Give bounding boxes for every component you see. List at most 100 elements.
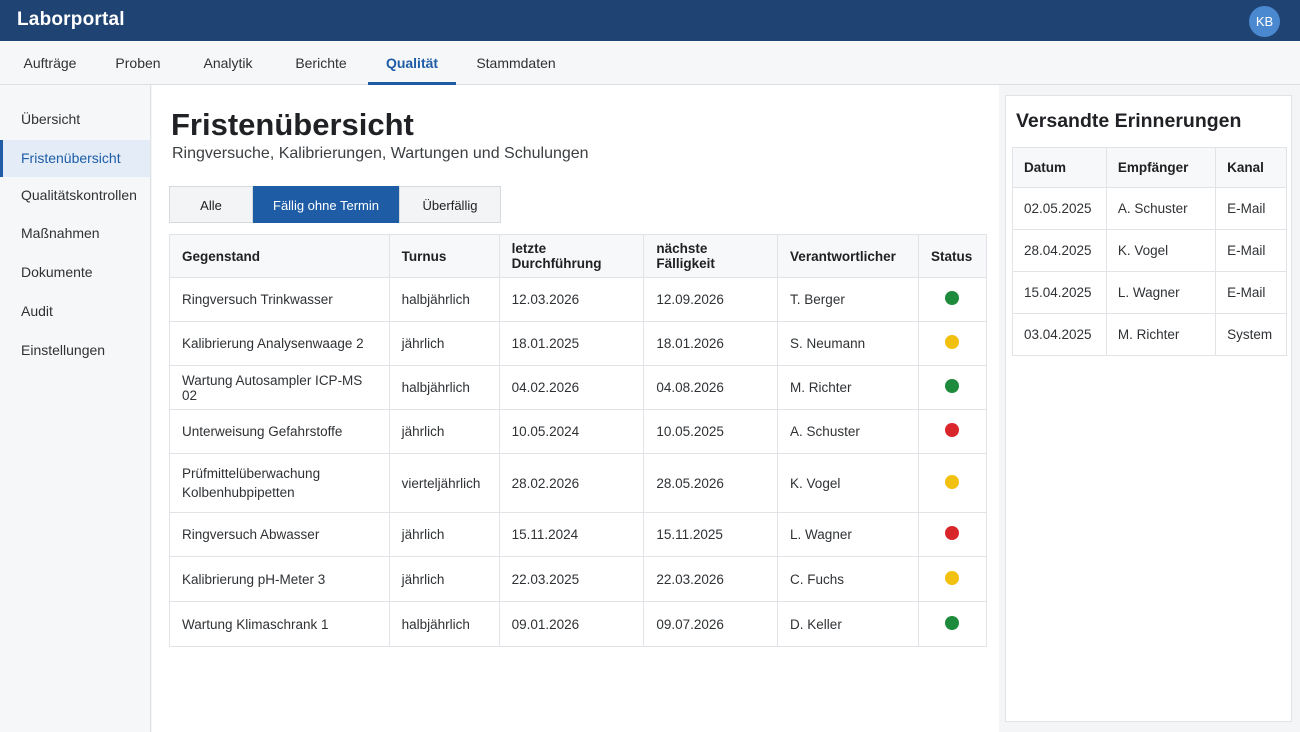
table-header-row: Gegenstand Turnus letzte Durchführung nä… xyxy=(169,234,988,278)
cell-gegenstand: Ringversuch Abwasser xyxy=(169,512,390,557)
cell-gegenstand: Kalibrierung Analysenwaage 2 xyxy=(169,321,390,366)
cell-turnus: jährlich xyxy=(388,512,500,557)
panel-title: Versandte Erinnerungen xyxy=(1016,110,1242,132)
cell-letzte-durchfuehrung: 22.03.2025 xyxy=(498,556,645,602)
cell-empfaenger: K. Vogel xyxy=(1105,229,1217,272)
status-indicator-icon xyxy=(945,474,960,489)
status-indicator-icon xyxy=(945,379,960,393)
cell-verantwortlicher: L. Wagner xyxy=(777,512,919,557)
column-header-kanal[interactable]: Kanal xyxy=(1215,147,1287,188)
cell-letzte-durchfuehrung: 18.01.2025 xyxy=(498,321,645,366)
column-header-status[interactable]: Status xyxy=(917,234,988,278)
table-row[interactable]: 15.04.2025 L. Wagner E-Mail xyxy=(1012,271,1287,314)
status-indicator-icon xyxy=(945,335,960,349)
cell-naechste-faelligkeit: 22.03.2026 xyxy=(643,556,779,602)
cell-verantwortlicher: T. Berger xyxy=(777,277,919,322)
tab-berichte[interactable]: Berichte xyxy=(295,55,347,71)
cell-gegenstand: Kalibrierung pH-Meter 3 xyxy=(169,556,390,602)
sidebar-item-qualitaetskontrollen[interactable]: Qualitätskontrollen xyxy=(21,187,137,203)
column-header-datum[interactable]: Datum xyxy=(1012,147,1107,188)
sidebar-item-uebersicht[interactable]: Übersicht xyxy=(21,111,81,127)
cell-empfaenger: L. Wagner xyxy=(1105,271,1217,314)
cell-gegenstand: Unterweisung Gefahrstoffe xyxy=(169,409,390,454)
status-indicator-icon xyxy=(945,526,960,540)
column-header-naechste-faelligkeit[interactable]: nächste Fälligkeit xyxy=(643,234,779,278)
app-title: Laborportal xyxy=(17,9,125,30)
cell-turnus: jährlich xyxy=(388,556,500,602)
cell-turnus: vierteljährlich xyxy=(388,453,500,513)
column-header-verantwortlicher[interactable]: Verantwortlicher xyxy=(777,234,919,278)
reminders-table: Datum Empfänger Kanal 02.05.2025 A. Schu… xyxy=(1012,147,1287,356)
cell-verantwortlicher: M. Richter xyxy=(777,365,919,410)
cell-letzte-durchfuehrung: 28.02.2026 xyxy=(498,453,645,513)
status-indicator-icon xyxy=(945,570,960,585)
status-indicator-icon xyxy=(945,423,960,437)
tab-auftraege[interactable]: Aufträge xyxy=(23,55,77,71)
table-header-row: Datum Empfänger Kanal xyxy=(1012,147,1287,188)
sidebar-item-fristenuebersicht[interactable]: Fristenübersicht xyxy=(0,140,150,177)
sidebar-item-einstellungen[interactable]: Einstellungen xyxy=(21,342,106,358)
column-header-empfaenger[interactable]: Empfänger xyxy=(1105,147,1217,188)
sidebar-item-audit[interactable]: Audit xyxy=(21,303,53,319)
cell-datum: 28.04.2025 xyxy=(1012,229,1107,272)
table-row[interactable]: Wartung Klimaschrank 1 halbjährlich 09.0… xyxy=(169,601,988,647)
table-row[interactable]: Ringversuch Abwasser jährlich 15.11.2024… xyxy=(169,512,988,557)
cell-empfaenger: A. Schuster xyxy=(1105,187,1217,230)
page-title: Fristenübersicht xyxy=(171,107,414,142)
column-header-letzte-durchfuehrung[interactable]: letzte Durchführung xyxy=(498,234,645,278)
cell-naechste-faelligkeit: 04.08.2026 xyxy=(643,365,779,410)
cell-gegenstand: Wartung Autosampler ICP-MS 02 xyxy=(169,365,390,410)
cell-turnus: jährlich xyxy=(388,409,500,454)
user-avatar[interactable]: KB xyxy=(1249,6,1280,37)
main-content: Fristenübersicht Ringversuche, Kalibrier… xyxy=(152,85,999,732)
table-row[interactable]: Wartung Autosampler ICP-MS 02 halbjährli… xyxy=(169,365,988,410)
cell-letzte-durchfuehrung: 10.05.2024 xyxy=(498,409,645,454)
cell-kanal: System xyxy=(1215,313,1287,356)
cell-naechste-faelligkeit: 09.07.2026 xyxy=(643,601,779,647)
filter-overdue-button[interactable]: Überfällig xyxy=(399,186,501,223)
tab-qualitaet[interactable]: Qualität xyxy=(368,41,456,85)
cell-gegenstand: Prüfmittelüberwachung Kolbenhubpipetten xyxy=(169,453,390,513)
cell-gegenstand: Ringversuch Trinkwasser xyxy=(169,277,390,322)
filter-due-without-appointment-button[interactable]: Fällig ohne Termin xyxy=(253,186,399,223)
table-row[interactable]: 02.05.2025 A. Schuster E-Mail xyxy=(1012,187,1287,230)
column-header-turnus[interactable]: Turnus xyxy=(388,234,500,278)
tab-analytik[interactable]: Analytik xyxy=(203,55,253,71)
sent-reminders-panel: Versandte Erinnerungen Datum Empfänger K… xyxy=(1005,95,1292,722)
filter-all-button[interactable]: Alle xyxy=(169,186,253,223)
table-row[interactable]: 03.04.2025 M. Richter System xyxy=(1012,313,1287,356)
cell-turnus: jährlich xyxy=(388,321,500,366)
cell-verantwortlicher: C. Fuchs xyxy=(777,556,919,602)
sidebar: Übersicht Fristenübersicht Qualitätskont… xyxy=(0,85,151,732)
cell-turnus: halbjährlich xyxy=(388,365,500,410)
cell-verantwortlicher: S. Neumann xyxy=(777,321,919,366)
cell-datum: 02.05.2025 xyxy=(1012,187,1107,230)
top-app-bar: Laborportal KB xyxy=(0,0,1300,41)
table-row[interactable]: 28.04.2025 K. Vogel E-Mail xyxy=(1012,229,1287,272)
cell-gegenstand: Wartung Klimaschrank 1 xyxy=(169,601,390,647)
tab-proben[interactable]: Proben xyxy=(115,55,161,71)
cell-verantwortlicher: A. Schuster xyxy=(777,409,919,454)
tab-stammdaten[interactable]: Stammdaten xyxy=(476,55,556,71)
cell-letzte-durchfuehrung: 09.01.2026 xyxy=(498,601,645,647)
page-subtitle: Ringversuche, Kalibrierungen, Wartungen … xyxy=(172,145,589,162)
sidebar-item-massnahmen[interactable]: Maßnahmen xyxy=(21,225,100,241)
table-row[interactable]: Kalibrierung Analysenwaage 2 jährlich 18… xyxy=(169,321,988,366)
cell-letzte-durchfuehrung: 04.02.2026 xyxy=(498,365,645,410)
cell-letzte-durchfuehrung: 12.03.2026 xyxy=(498,277,645,322)
sidebar-item-dokumente[interactable]: Dokumente xyxy=(21,264,93,280)
cell-naechste-faelligkeit: 15.11.2025 xyxy=(643,512,779,557)
cell-naechste-faelligkeit: 28.05.2026 xyxy=(643,453,779,513)
table-row[interactable]: Prüfmittelüberwachung Kolbenhubpipetten … xyxy=(169,453,988,513)
deadlines-table: Gegenstand Turnus letzte Durchführung nä… xyxy=(169,234,988,647)
cell-kanal: E-Mail xyxy=(1215,229,1287,272)
cell-turnus: halbjährlich xyxy=(388,601,500,647)
main-navigation-tabs: Aufträge Proben Analytik Berichte Qualit… xyxy=(0,41,1300,85)
status-indicator-icon xyxy=(945,291,960,305)
column-header-gegenstand[interactable]: Gegenstand xyxy=(169,234,390,278)
cell-naechste-faelligkeit: 18.01.2026 xyxy=(643,321,779,366)
cell-naechste-faelligkeit: 12.09.2026 xyxy=(643,277,779,322)
table-row[interactable]: Unterweisung Gefahrstoffe jährlich 10.05… xyxy=(169,409,988,454)
table-row[interactable]: Ringversuch Trinkwasser halbjährlich 12.… xyxy=(169,277,988,322)
table-row[interactable]: Kalibrierung pH-Meter 3 jährlich 22.03.2… xyxy=(169,556,988,602)
